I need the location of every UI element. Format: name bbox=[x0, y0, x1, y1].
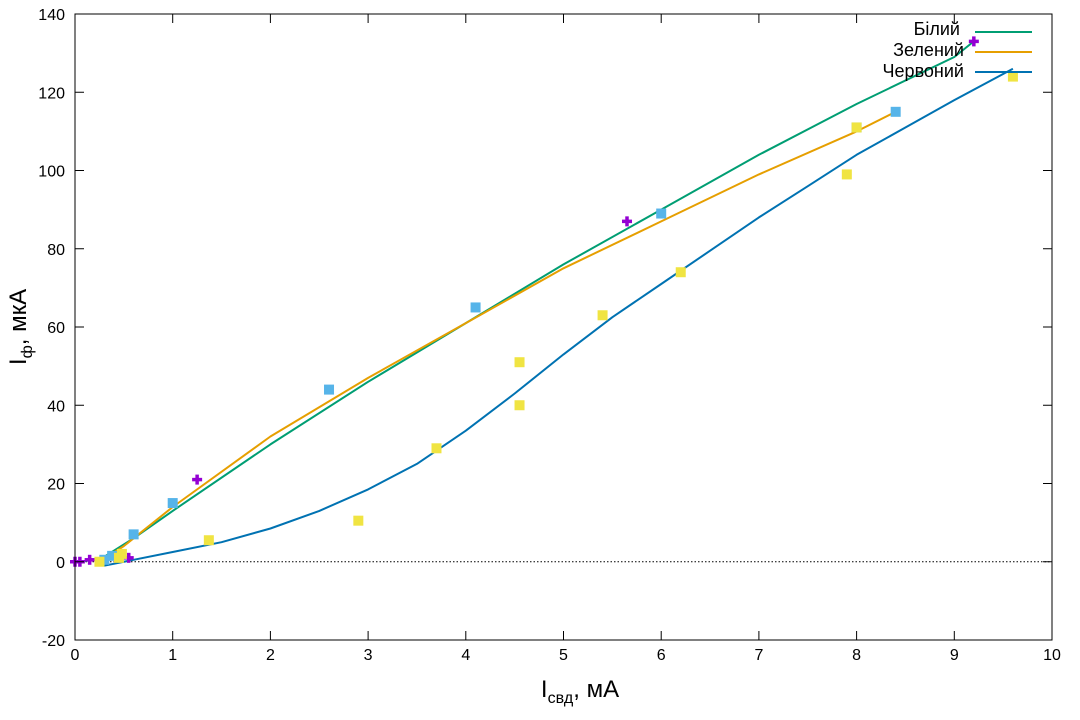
data-point-green bbox=[324, 384, 335, 395]
data-point-red bbox=[94, 556, 105, 567]
data-point-white bbox=[622, 216, 633, 227]
y-tick-label: 0 bbox=[56, 555, 65, 572]
y-axis-title: Iф, мкА bbox=[5, 289, 36, 365]
data-point-white bbox=[123, 552, 134, 563]
y-tick-label: 80 bbox=[47, 242, 65, 259]
y-tick-label: 120 bbox=[38, 85, 65, 102]
y-tick-label: 60 bbox=[47, 320, 65, 337]
data-point-red bbox=[116, 548, 127, 559]
y-tick-label: -20 bbox=[42, 633, 65, 650]
x-tick-label: 4 bbox=[461, 647, 470, 664]
x-axis-title-suffix: , мА bbox=[573, 676, 619, 703]
data-point-white bbox=[84, 554, 95, 565]
data-point-red bbox=[203, 535, 214, 546]
legend-label-white: Білий bbox=[914, 19, 960, 39]
y-tick-label: 100 bbox=[38, 164, 65, 181]
x-tick-label: 7 bbox=[754, 647, 763, 664]
y-tick-label: 140 bbox=[38, 7, 65, 24]
x-tick-label: 9 bbox=[950, 647, 959, 664]
legend-label-red: Червоний bbox=[883, 61, 964, 81]
series-line-green bbox=[98, 110, 897, 563]
legend-entry-red: Червоний bbox=[883, 61, 1032, 81]
data-point-green bbox=[167, 498, 178, 509]
data-point-red bbox=[431, 443, 442, 454]
data-point-green bbox=[890, 106, 901, 117]
x-tick-label: 10 bbox=[1043, 647, 1061, 664]
data-point-red bbox=[353, 515, 364, 526]
y-axis-title-sub: ф bbox=[19, 345, 36, 358]
x-axis-title-sub: свд bbox=[548, 690, 574, 707]
data-point-red bbox=[1007, 71, 1018, 82]
data-point-white bbox=[968, 36, 979, 47]
x-tick-label: 1 bbox=[168, 647, 177, 664]
data-point-white bbox=[192, 474, 203, 485]
points-layer bbox=[70, 36, 1018, 567]
tick-labels-layer: 0 1 2 3 4 5 6 7 8 9 10 -20 0 20 40 60 80 100 120 140 bbox=[38, 7, 1061, 664]
x-axis-title: Iсвд, мА bbox=[541, 676, 619, 707]
legend-entry-white: Білий bbox=[914, 19, 1032, 39]
data-point-red bbox=[514, 400, 525, 411]
x-tick-label: 2 bbox=[266, 647, 275, 664]
ticks-layer bbox=[74, 13, 1053, 641]
x-tick-label: 6 bbox=[657, 647, 666, 664]
x-tick-label: 5 bbox=[559, 647, 568, 664]
x-tick-label: 0 bbox=[71, 647, 80, 664]
x-axis-title-main: I bbox=[541, 676, 548, 703]
data-point-red bbox=[597, 310, 608, 321]
data-point-green bbox=[656, 208, 667, 219]
legend-label-green: Зелений bbox=[893, 40, 964, 60]
legend: Білий Зелений Червоний bbox=[883, 19, 1032, 81]
y-tick-label: 20 bbox=[47, 477, 65, 494]
data-point-green bbox=[470, 302, 481, 313]
y-tick-label: 40 bbox=[47, 398, 65, 415]
x-tick-label: 8 bbox=[852, 647, 861, 664]
x-tick-label: 3 bbox=[364, 647, 373, 664]
data-point-red bbox=[675, 267, 686, 278]
data-point-red bbox=[851, 122, 862, 133]
series-line-red bbox=[104, 67, 1014, 567]
data-point-green bbox=[107, 550, 118, 561]
y-axis-title-main: I bbox=[5, 358, 32, 365]
data-point-red bbox=[514, 357, 525, 368]
data-point-red bbox=[841, 169, 852, 180]
data-point-green bbox=[128, 529, 139, 540]
y-axis-title-suffix: , мкА bbox=[5, 289, 32, 345]
legend-entry-green: Зелений bbox=[893, 40, 1032, 60]
